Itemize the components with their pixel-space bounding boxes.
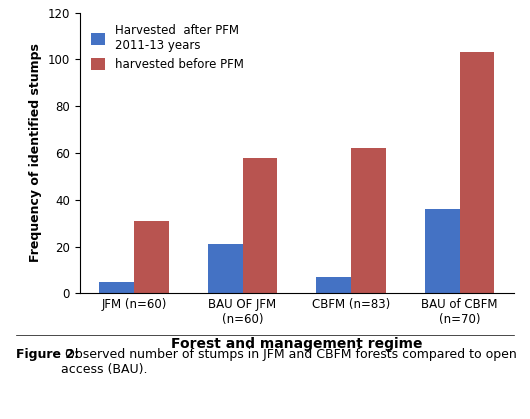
Bar	[134, 221, 169, 293]
Legend: Harvested  after PFM
2011-13 years, harvested before PFM: Harvested after PFM 2011-13 years, harve…	[85, 18, 250, 77]
Bar	[243, 158, 277, 293]
Bar	[460, 52, 494, 293]
Bar	[425, 209, 460, 293]
Bar	[99, 282, 134, 293]
Bar	[208, 244, 243, 293]
Text: Figure 2:: Figure 2:	[16, 348, 79, 361]
Bar	[316, 277, 351, 293]
Text: Observed number of stumps in JFM and CBFM forests compared to open access (BAU).: Observed number of stumps in JFM and CBF…	[61, 348, 517, 376]
Y-axis label: Frequency of identified stumps: Frequency of identified stumps	[29, 44, 42, 262]
Bar	[351, 148, 386, 293]
X-axis label: Forest and management regime: Forest and management regime	[171, 337, 422, 351]
